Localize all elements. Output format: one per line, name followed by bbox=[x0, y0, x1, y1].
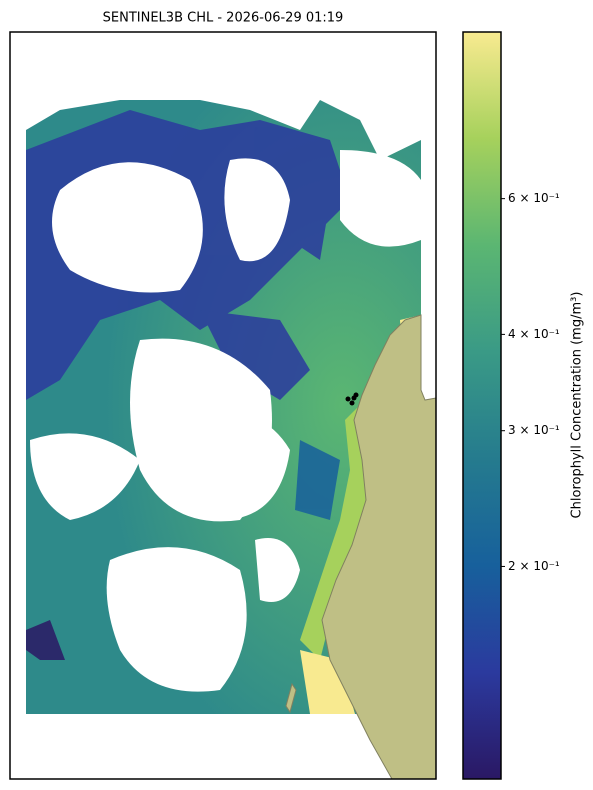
colorbar: 2 × 10⁻¹ 3 × 10⁻¹ 4 × 10⁻¹ 6 × 10⁻¹ bbox=[462, 31, 560, 780]
colorbar-tick-label: 2 × 10⁻¹ bbox=[508, 559, 560, 573]
colorbar-tick-label: 6 × 10⁻¹ bbox=[508, 191, 560, 205]
stations bbox=[345, 392, 359, 406]
land bbox=[321, 314, 436, 779]
island bbox=[285, 682, 297, 714]
chart-title: SENTINEL3B CHL - 2026-06-29 01:19 bbox=[103, 11, 344, 26]
map-frame bbox=[9, 31, 437, 780]
map bbox=[26, 97, 436, 779]
colorbar-label: Chlorophyll Concentration (mg/m³) bbox=[570, 292, 585, 519]
colorbar-tick-label: 3 × 10⁻¹ bbox=[508, 423, 560, 437]
colorbar-fill bbox=[462, 31, 502, 780]
colorbar-tick-label: 4 × 10⁻¹ bbox=[508, 327, 560, 341]
clouds bbox=[26, 97, 421, 692]
